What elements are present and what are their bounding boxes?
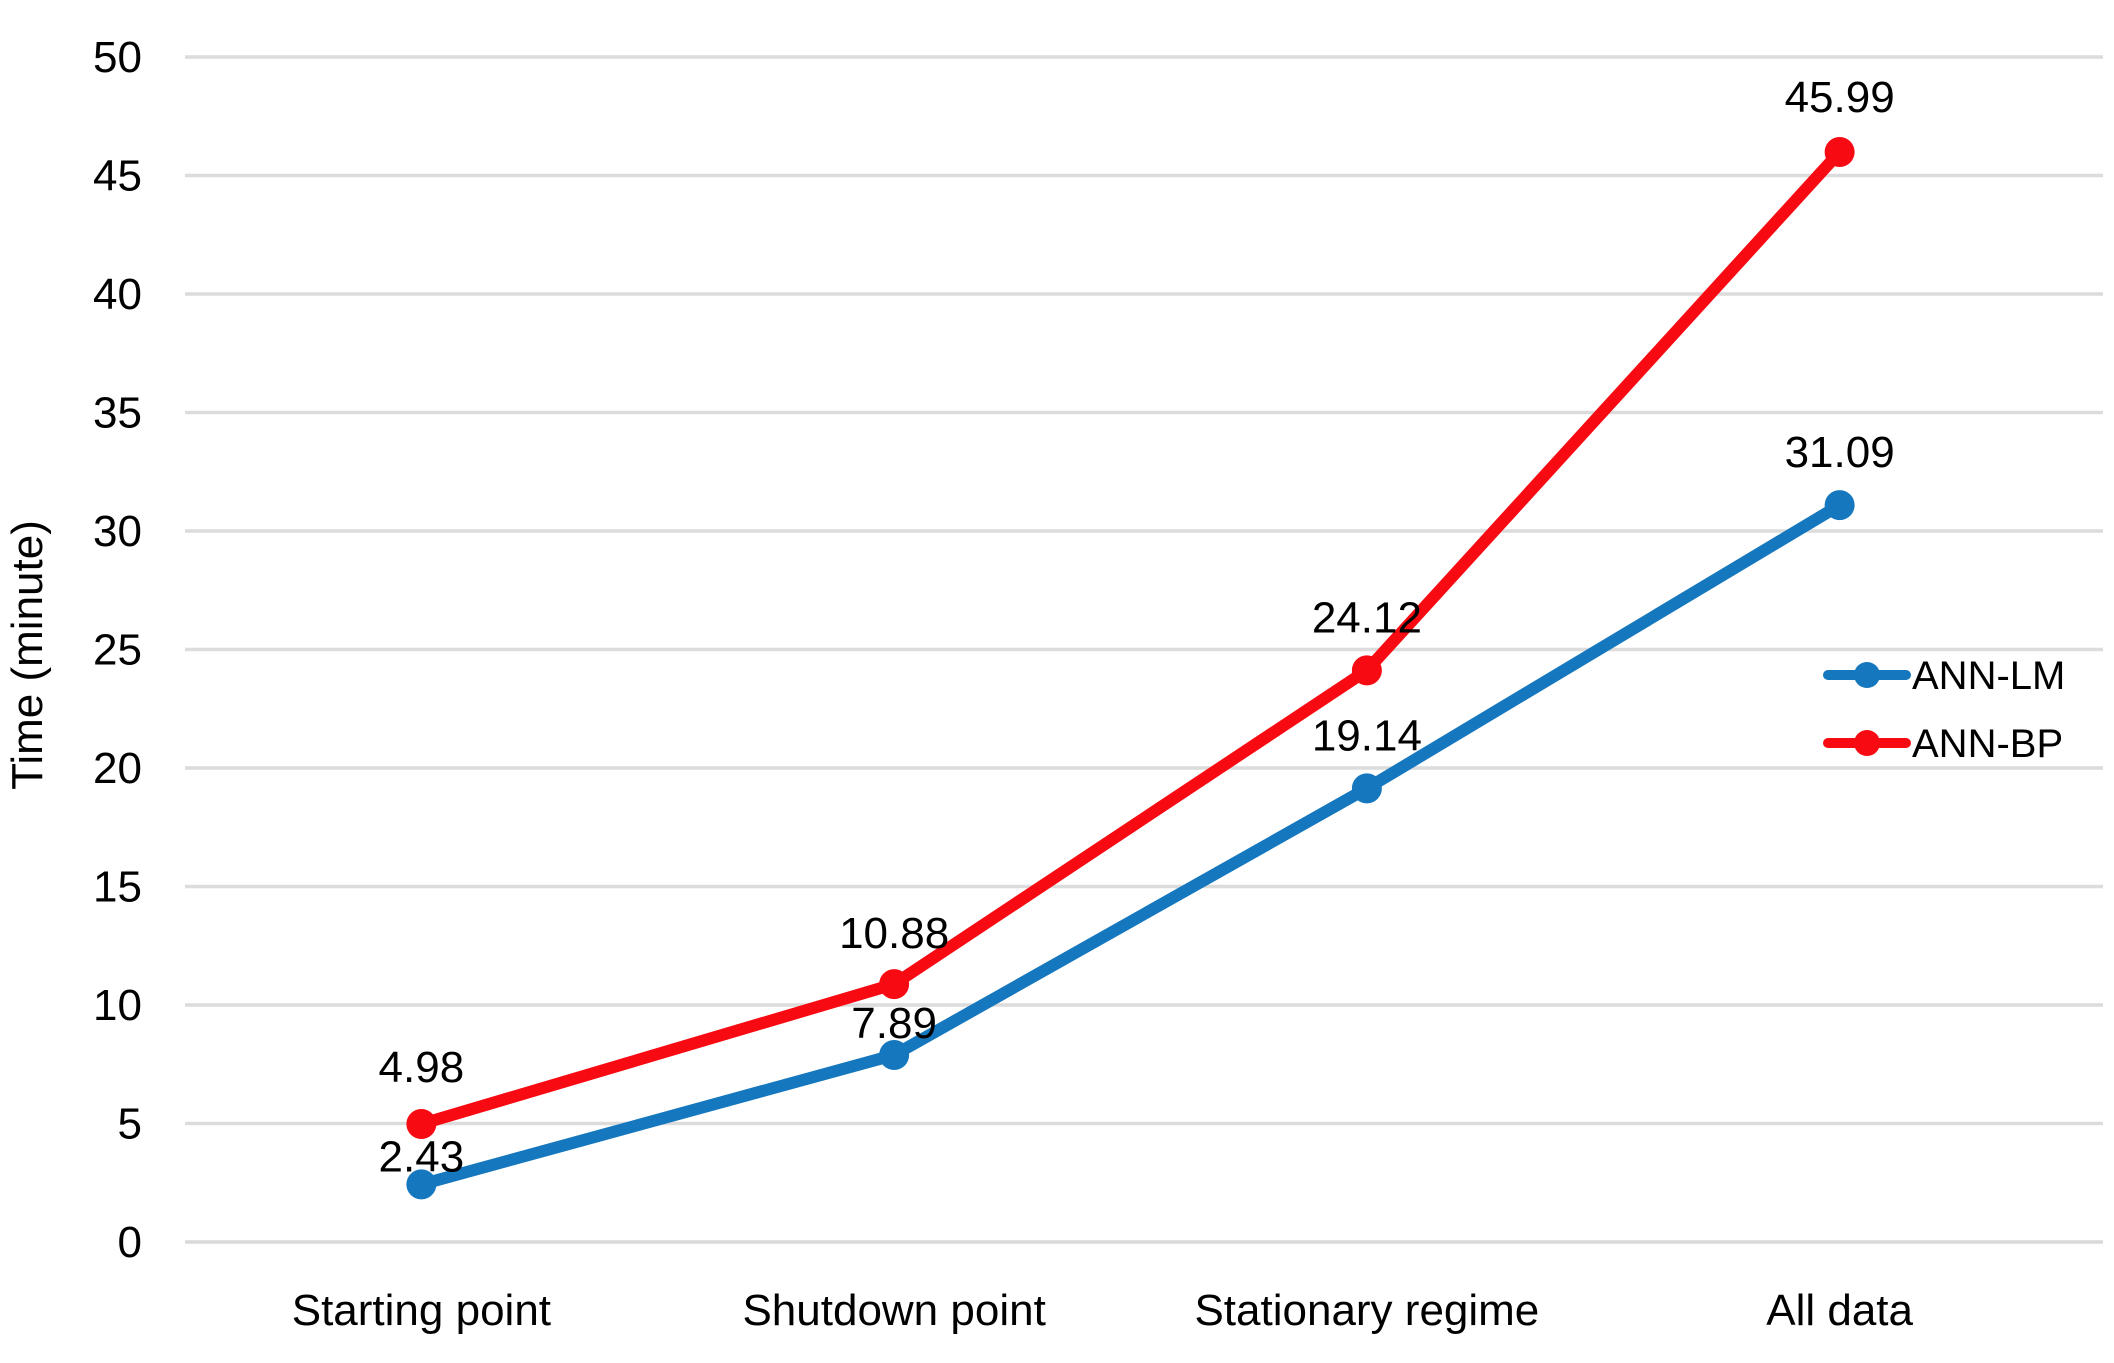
data-point-marker [1824, 490, 1855, 521]
x-category-label: All data [1766, 1286, 1913, 1335]
y-tick-label: 20 [93, 744, 142, 793]
data-point-marker [1351, 773, 1382, 804]
y-tick-label: 45 [93, 152, 142, 201]
y-tick-label: 25 [93, 626, 142, 675]
legend-marker [1854, 662, 1880, 688]
series-line-ann-lm [415, 499, 1846, 1191]
legend-marker [1854, 730, 1880, 756]
data-point-marker [406, 1169, 437, 1200]
series-line-ann-bp [415, 146, 1846, 1130]
y-tick-label: 15 [93, 863, 142, 912]
data-point-marker [879, 969, 910, 1000]
x-category-label: Shutdown point [742, 1286, 1045, 1335]
legend-label: ANN-LM [1912, 654, 2065, 698]
data-point-marker [879, 1040, 910, 1071]
y-tick-label: 50 [93, 33, 142, 82]
data-point-label: 4.98 [379, 1043, 465, 1092]
y-tick-label: 30 [93, 507, 142, 556]
data-point-marker [1351, 655, 1382, 686]
y-tick-label: 35 [93, 389, 142, 438]
y-axis-title: Time (minute) [3, 520, 52, 790]
y-tick-label: 5 [118, 1100, 142, 1149]
data-point-label: 7.89 [851, 999, 937, 1048]
data-point-label: 19.14 [1312, 711, 1422, 760]
data-point-marker [1824, 137, 1855, 168]
data-point-label: 31.09 [1785, 428, 1895, 477]
x-category-label: Starting point [292, 1286, 551, 1335]
data-point-marker [406, 1108, 437, 1139]
y-tick-label: 0 [118, 1218, 142, 1267]
y-tick-label: 40 [93, 270, 142, 319]
data-point-label: 10.88 [839, 909, 949, 958]
data-point-label: 24.12 [1312, 593, 1422, 642]
data-point-label: 2.43 [379, 1132, 465, 1181]
x-category-label: Stationary regime [1194, 1286, 1539, 1335]
data-point-label: 45.99 [1785, 73, 1895, 122]
y-tick-label: 10 [93, 981, 142, 1030]
legend-label: ANN-BP [1912, 722, 2063, 766]
